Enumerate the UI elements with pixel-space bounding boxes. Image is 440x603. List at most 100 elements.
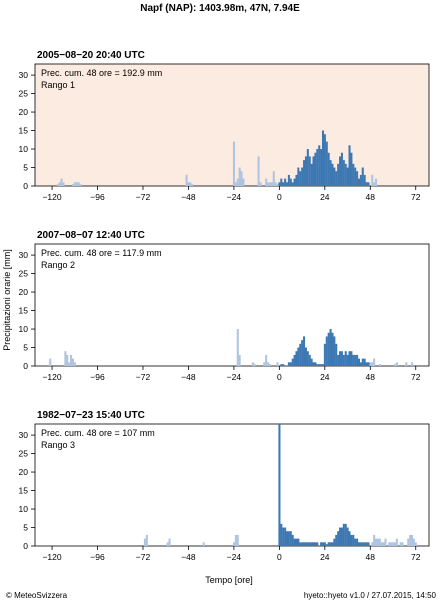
bar xyxy=(348,531,351,546)
bar xyxy=(265,354,268,366)
panel-title: 2005−08−20 20:40 UTC xyxy=(37,50,145,61)
bar xyxy=(166,542,169,546)
bar xyxy=(68,362,71,366)
bar xyxy=(73,182,76,186)
bar xyxy=(365,182,368,186)
bar xyxy=(363,174,366,186)
bar xyxy=(314,362,317,366)
bar xyxy=(346,167,349,186)
bar xyxy=(399,542,402,546)
bar xyxy=(331,163,334,186)
bar xyxy=(293,178,296,186)
y-tick-label: 30 xyxy=(19,70,29,80)
bar xyxy=(365,362,368,366)
bar xyxy=(407,538,410,546)
x-tick-label: 72 xyxy=(411,192,421,202)
bar xyxy=(333,336,336,366)
bar xyxy=(371,362,374,366)
bar xyxy=(312,542,315,546)
bar xyxy=(306,351,309,366)
x-tick-label: 48 xyxy=(366,192,376,202)
panel-3: 1982−07−23 15:40 UTC Prec. cum. 48 ore = … xyxy=(19,410,430,562)
plot-frame xyxy=(34,423,430,547)
bar xyxy=(316,364,319,366)
bar xyxy=(367,362,370,366)
bar xyxy=(304,542,307,546)
bar xyxy=(318,364,321,366)
bar xyxy=(323,542,326,546)
bar xyxy=(357,358,361,366)
bar xyxy=(409,534,412,546)
bar xyxy=(316,149,319,186)
bar xyxy=(321,130,325,186)
x-tick-label: 0 xyxy=(277,372,282,382)
x-tick-label: −120 xyxy=(42,372,61,382)
panel-1: 2005−08−20 20:40 UTC Prec. cum. 48 ore = … xyxy=(19,50,430,202)
x-tick-label: 0 xyxy=(277,192,282,202)
bar xyxy=(236,534,239,546)
bar xyxy=(352,354,355,366)
bar xyxy=(327,152,330,186)
bar xyxy=(327,332,330,366)
bar xyxy=(352,163,355,186)
y-tick-label: 25 xyxy=(19,89,29,99)
bar xyxy=(280,178,283,186)
bar xyxy=(356,538,359,546)
bar xyxy=(375,538,378,546)
bar xyxy=(301,340,304,366)
bar xyxy=(346,354,349,366)
bar xyxy=(303,336,306,366)
bar xyxy=(189,182,192,186)
bar xyxy=(354,167,357,186)
bar xyxy=(70,354,73,366)
bar xyxy=(282,182,285,186)
bar xyxy=(289,362,292,366)
bar xyxy=(240,171,243,186)
x-tick-label: −96 xyxy=(90,192,105,202)
y-tick-label: 0 xyxy=(23,181,28,191)
bar xyxy=(323,343,326,366)
bar xyxy=(308,156,311,186)
bar xyxy=(339,156,342,186)
bar xyxy=(350,534,353,546)
bar xyxy=(329,542,332,546)
bar xyxy=(304,156,307,186)
y-tick-label: 15 xyxy=(19,126,29,136)
bar xyxy=(285,531,289,546)
bar xyxy=(321,364,325,366)
bar xyxy=(272,171,275,186)
y-tick-label: 25 xyxy=(19,449,29,459)
y-tick-label: 30 xyxy=(19,250,29,260)
bar xyxy=(369,362,372,366)
bar xyxy=(380,542,383,546)
bar xyxy=(56,184,59,186)
panel-title: 1982−07−23 15:40 UTC xyxy=(37,410,145,421)
bar xyxy=(312,362,315,366)
bar xyxy=(378,364,381,366)
bar xyxy=(62,182,65,186)
bar xyxy=(308,542,311,546)
panel-2: 2007−08−07 12:40 UTC Prec. cum. 48 ore = … xyxy=(19,230,430,382)
bar xyxy=(306,149,309,186)
plot-frame xyxy=(34,243,430,367)
bar xyxy=(340,152,343,186)
x-tick-label: 24 xyxy=(320,192,330,202)
panels-group: 2005−08−20 20:40 UTC Prec. cum. 48 ore = … xyxy=(19,50,430,562)
bar xyxy=(365,542,368,546)
annotation-cumulative: Prec. cum. 48 ore = 117.9 mm xyxy=(41,248,162,258)
panel-title: 2007−08−07 12:40 UTC xyxy=(37,230,145,241)
bar xyxy=(278,182,281,186)
bar xyxy=(60,178,63,186)
bar xyxy=(337,531,340,546)
bar xyxy=(373,182,376,186)
bar xyxy=(320,364,323,366)
bar xyxy=(232,542,235,546)
bar xyxy=(263,362,266,366)
bar xyxy=(287,362,290,366)
bar xyxy=(71,358,74,366)
x-tick-label: 72 xyxy=(411,372,421,382)
bar xyxy=(361,167,364,186)
bar xyxy=(339,527,342,546)
y-tick-label: 5 xyxy=(23,163,28,173)
